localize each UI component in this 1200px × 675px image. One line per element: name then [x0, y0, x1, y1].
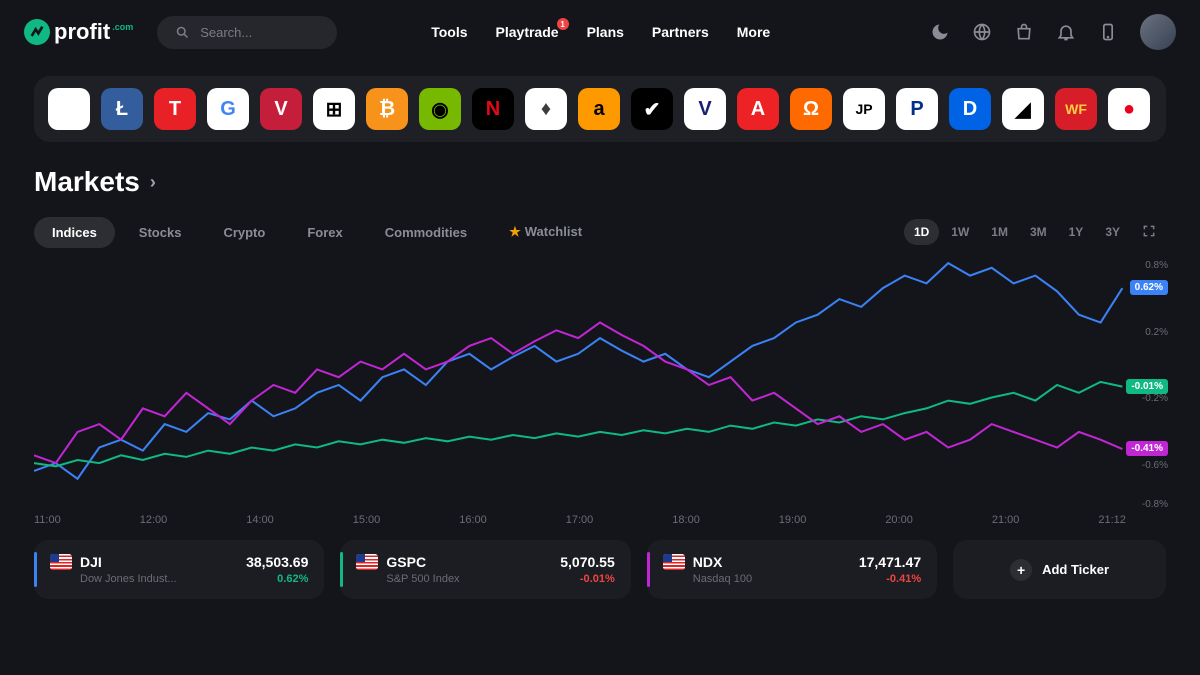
symbol: NDX	[693, 554, 723, 570]
ticker-card-GSPC[interactable]: GSPC 5,070.55 S&P 500 Index -0.01%	[340, 540, 630, 599]
expand-icon[interactable]	[1132, 218, 1166, 247]
market-tabs: IndicesStocksCryptoForexCommodities★Watc…	[34, 216, 600, 248]
ticker-nike[interactable]: ✔	[631, 88, 673, 130]
name: Dow Jones Indust...	[80, 573, 177, 585]
bell-icon[interactable]	[1056, 22, 1076, 42]
tab-forex[interactable]: Forex	[289, 217, 360, 248]
change: -0.41%	[886, 573, 921, 585]
tabs-row: IndicesStocksCryptoForexCommodities★Watc…	[34, 216, 1166, 248]
flag-icon	[356, 554, 378, 570]
nav-partners[interactable]: Partners	[652, 24, 709, 40]
avatar[interactable]	[1140, 14, 1176, 50]
ticker-litecoin[interactable]: Ł	[101, 88, 143, 130]
ticker-cards: DJI 38,503.69 Dow Jones Indust... 0.62% GSPC…	[34, 540, 1166, 599]
ticker-jpmorgan[interactable]: JP	[843, 88, 885, 130]
logo-icon	[24, 19, 50, 45]
timeframe-1M[interactable]: 1M	[981, 219, 1018, 245]
name: Nasdaq 100	[693, 573, 752, 585]
ticker-disney[interactable]: D	[949, 88, 991, 130]
symbol: GSPC	[386, 554, 426, 570]
star-icon: ★	[509, 224, 521, 239]
chart-canvas	[34, 260, 1166, 510]
chart: 0.8%0.2%-0.2%-0.6%-0.8% 0.62%-0.01%-0.41…	[34, 260, 1166, 510]
ticker-ethereum[interactable]: ♦	[525, 88, 567, 130]
ticker-microsoft[interactable]: ⊞	[313, 88, 355, 130]
badge-NDX: -0.41%	[1126, 441, 1168, 456]
price: 38,503.69	[246, 554, 308, 570]
timeframe-selector: 1D1W1M3M1Y3Y	[904, 218, 1166, 247]
ticker-card-NDX[interactable]: NDX 17,471.47 Nasdaq 100 -0.41%	[647, 540, 937, 599]
price: 5,070.55	[560, 554, 615, 570]
header: profit .com Search... Tools Playtrade1 Pla…	[0, 0, 1200, 64]
page-title[interactable]: Markets ›	[34, 166, 1166, 198]
ticker-mastercard[interactable]: ●	[1108, 88, 1150, 130]
nav-badge: 1	[557, 18, 569, 30]
search-input[interactable]: Search...	[157, 16, 337, 49]
badge-GSPC: -0.01%	[1126, 379, 1168, 394]
page-title-text: Markets	[34, 166, 140, 198]
bag-icon[interactable]	[1014, 22, 1034, 42]
add-ticker-button[interactable]: +Add Ticker	[953, 540, 1166, 599]
timeframe-3M[interactable]: 3M	[1020, 219, 1057, 245]
flag-icon	[50, 554, 72, 570]
logo-text: profit	[54, 19, 110, 45]
nav-playtrade[interactable]: Playtrade1	[496, 24, 559, 40]
mobile-icon[interactable]	[1098, 22, 1118, 42]
timeframe-1Y[interactable]: 1Y	[1059, 219, 1094, 245]
change: -0.01%	[580, 573, 615, 585]
nav-tools[interactable]: Tools	[431, 24, 467, 40]
header-actions	[930, 14, 1176, 50]
tab-crypto[interactable]: Crypto	[205, 217, 283, 248]
series-GSPC	[34, 382, 1122, 466]
ticker-adobe[interactable]: A	[737, 88, 779, 130]
ticker-apple[interactable]	[48, 88, 90, 130]
ticker-netflix[interactable]: N	[472, 88, 514, 130]
logo[interactable]: profit .com	[24, 19, 133, 45]
series-DJI	[34, 263, 1122, 479]
ticker-nvidia[interactable]: ◉	[419, 88, 461, 130]
ticker-alibaba[interactable]: Ω	[790, 88, 832, 130]
timeframe-1W[interactable]: 1W	[941, 219, 979, 245]
price: 17,471.47	[859, 554, 921, 570]
badge-DJI: 0.62%	[1130, 280, 1168, 295]
tab-watchlist[interactable]: ★Watchlist	[491, 216, 600, 248]
symbol: DJI	[80, 554, 102, 570]
ticker-card-DJI[interactable]: DJI 38,503.69 Dow Jones Indust... 0.62%	[34, 540, 324, 599]
change: 0.62%	[277, 573, 308, 585]
ticker-bitcoin[interactable]: ₿	[366, 88, 408, 130]
timeframe-3Y[interactable]: 3Y	[1095, 219, 1130, 245]
x-axis-labels: 11:0012:0014:0015:0016:0017:0018:0019:00…	[34, 514, 1166, 526]
search-icon	[175, 25, 190, 40]
nav-plans[interactable]: Plans	[587, 24, 624, 40]
ticker-wellsfargo[interactable]: WF	[1055, 88, 1097, 130]
plus-icon: +	[1010, 559, 1032, 581]
tab-stocks[interactable]: Stocks	[121, 217, 200, 248]
timeframe-1D[interactable]: 1D	[904, 219, 939, 245]
ticker-tesla[interactable]: T	[154, 88, 196, 130]
ticker-google[interactable]: G	[207, 88, 249, 130]
ticker-strip: ŁTGV⊞₿◉N♦a✔VAΩJPPD◢WF●	[34, 76, 1166, 142]
theme-icon[interactable]	[930, 22, 950, 42]
ticker-visa[interactable]: V	[684, 88, 726, 130]
flag-icon	[663, 554, 685, 570]
ticker-amazon[interactable]: a	[578, 88, 620, 130]
search-placeholder: Search...	[200, 25, 252, 40]
ticker-paypal[interactable]: P	[896, 88, 938, 130]
nav-more[interactable]: More	[737, 24, 770, 40]
tab-indices[interactable]: Indices	[34, 217, 115, 248]
ticker-amd[interactable]: ◢	[1002, 88, 1044, 130]
name: S&P 500 Index	[386, 573, 459, 585]
main-nav: Tools Playtrade1 Plans Partners More	[431, 24, 770, 40]
series-NDX	[34, 323, 1122, 464]
globe-icon[interactable]	[972, 22, 992, 42]
chevron-right-icon: ›	[150, 172, 156, 193]
ticker-vanguard[interactable]: V	[260, 88, 302, 130]
logo-suffix: .com	[112, 22, 133, 32]
tab-commodities[interactable]: Commodities	[367, 217, 485, 248]
